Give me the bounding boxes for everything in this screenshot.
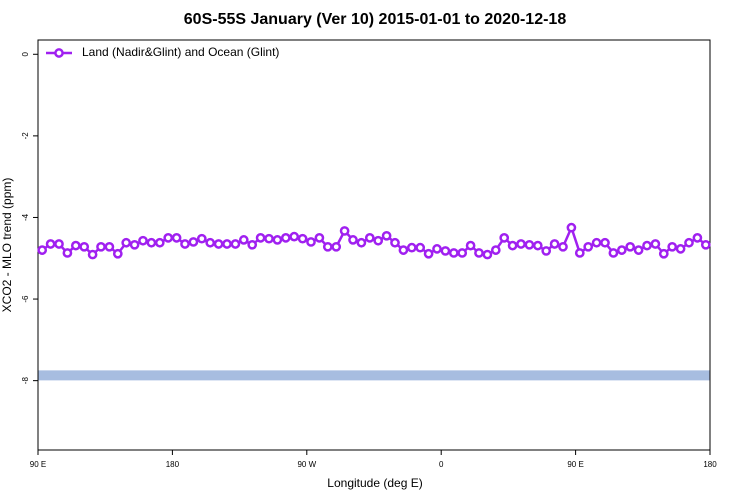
data-point xyxy=(331,241,342,252)
data-point xyxy=(625,241,636,252)
data-point xyxy=(129,239,140,250)
data-point xyxy=(306,237,316,247)
data-point xyxy=(121,237,132,248)
y-tick-label: -4 xyxy=(21,213,30,221)
data-point xyxy=(658,248,669,259)
data-point xyxy=(667,241,678,252)
x-axis-label: Longitude (deg E) xyxy=(327,476,422,490)
data-point xyxy=(524,239,535,250)
data-point xyxy=(188,237,199,247)
data-point xyxy=(112,248,123,259)
data-point xyxy=(222,239,232,249)
data-point xyxy=(196,233,207,244)
data-point xyxy=(289,231,300,242)
data-point xyxy=(171,233,182,243)
data-point xyxy=(70,240,81,251)
data-point xyxy=(213,239,224,249)
data-point xyxy=(583,241,594,252)
data-point xyxy=(247,239,258,250)
data-point xyxy=(692,233,703,243)
data-point xyxy=(616,245,627,255)
data-point xyxy=(700,239,711,250)
data-point xyxy=(516,239,526,249)
data-point xyxy=(600,237,610,248)
data-point xyxy=(230,239,241,249)
legend-label: Land (Nadir&Glint) and Ocean (Glint) xyxy=(82,45,279,59)
data-point xyxy=(163,233,174,243)
data-point xyxy=(339,226,350,236)
data-point xyxy=(205,237,216,248)
data-point xyxy=(650,239,661,249)
data-point xyxy=(348,235,358,245)
data-point xyxy=(558,241,568,252)
data-point xyxy=(238,235,249,245)
data-point xyxy=(423,248,434,259)
data-point xyxy=(322,241,333,252)
data-point xyxy=(591,237,602,248)
data-point xyxy=(574,248,585,258)
data-point xyxy=(566,222,577,233)
data-point xyxy=(255,233,266,243)
y-tick-label: -8 xyxy=(21,377,30,385)
legend-marker xyxy=(54,48,64,58)
data-point xyxy=(642,240,652,251)
data-point xyxy=(373,235,384,246)
data-point xyxy=(608,248,619,258)
y-tick-label: -6 xyxy=(21,295,30,303)
data-point xyxy=(415,242,426,253)
data-point xyxy=(180,239,190,249)
data-point xyxy=(633,245,644,255)
data-point xyxy=(507,240,518,251)
x-tick-label: 180 xyxy=(703,460,717,469)
data-point xyxy=(154,237,165,248)
data-point xyxy=(549,239,560,249)
data-point xyxy=(398,245,409,255)
data-point xyxy=(297,233,308,244)
data-point xyxy=(364,233,375,243)
data-point xyxy=(264,233,274,244)
data-point xyxy=(482,249,493,260)
data-point xyxy=(104,241,115,252)
data-point xyxy=(675,244,686,254)
data-point xyxy=(356,237,367,248)
y-tick-label: -2 xyxy=(21,132,30,140)
data-point xyxy=(87,249,98,260)
data-point xyxy=(146,237,157,248)
data-point xyxy=(37,245,48,255)
x-tick-label: 0 xyxy=(439,460,444,469)
data-point xyxy=(390,237,400,248)
x-tick-label: 90 E xyxy=(567,460,583,469)
data-point xyxy=(448,248,459,258)
data-point xyxy=(45,239,56,249)
y-axis-label: XCO2 - MLO trend (ppm) xyxy=(0,178,14,313)
data-point xyxy=(138,235,148,246)
data-point xyxy=(499,233,510,243)
data-point xyxy=(532,240,543,251)
data-point xyxy=(272,235,283,245)
x-tick-label: 180 xyxy=(166,460,180,469)
data-point xyxy=(79,241,90,252)
data-point xyxy=(465,240,476,251)
data-point xyxy=(381,230,392,241)
chart-title: 60S-55S January (Ver 10) 2015-01-01 to 2… xyxy=(184,11,567,28)
data-point xyxy=(406,242,417,253)
data-point xyxy=(54,239,64,249)
x-tick-label: 90 W xyxy=(297,460,316,469)
data-point xyxy=(314,233,325,243)
data-point xyxy=(541,246,552,256)
data-point xyxy=(432,244,442,254)
data-point xyxy=(280,233,291,243)
data-point xyxy=(474,248,484,258)
y-tick-label: 0 xyxy=(21,52,30,57)
data-point xyxy=(96,241,106,252)
data-point xyxy=(490,245,501,255)
data-point xyxy=(457,248,468,258)
data-point xyxy=(684,237,694,248)
x-tick-label: 90 E xyxy=(30,460,46,469)
data-point xyxy=(62,248,73,258)
data-point xyxy=(440,246,451,256)
